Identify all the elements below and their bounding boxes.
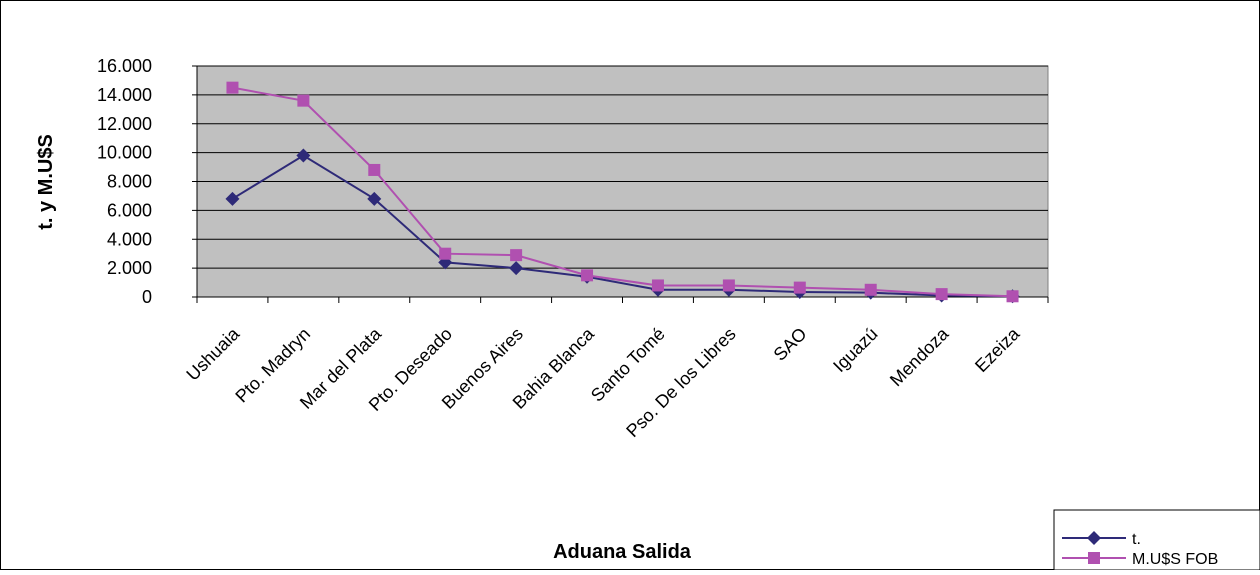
data-point-musfob xyxy=(581,269,594,282)
legend-item-t: t. xyxy=(1062,531,1141,548)
legend-marker-square xyxy=(1088,552,1100,564)
series-line-t xyxy=(231,154,1013,298)
x-axis-title: Aduana Salida xyxy=(553,541,692,563)
y-tick-label: 2.000 xyxy=(107,258,152,278)
legend-label-musfob: M.U$S FOB xyxy=(1132,551,1218,568)
series xyxy=(225,81,1020,304)
series-line-musfob xyxy=(232,86,1013,298)
legend-label-t: t. xyxy=(1132,531,1141,548)
y-tick-label: 10.000 xyxy=(97,143,152,163)
data-point-musfob xyxy=(297,94,310,107)
data-point-musfob xyxy=(1006,290,1019,303)
data-point-musfob xyxy=(793,281,806,294)
y-tick-label: 12.000 xyxy=(97,114,152,134)
data-point-musfob xyxy=(651,279,664,292)
data-point-musfob xyxy=(935,288,948,301)
y-tick-label: 8.000 xyxy=(107,172,152,192)
data-point-musfob xyxy=(722,279,735,292)
data-point-musfob xyxy=(864,283,877,296)
data-point-t xyxy=(296,148,311,163)
data-point-t xyxy=(509,261,524,276)
data-point-t xyxy=(367,191,382,206)
gridlines xyxy=(197,65,1048,269)
y-axis-title: t. y M.U$S xyxy=(35,134,57,230)
y-tick-label: 0 xyxy=(142,287,152,307)
data-point-musfob xyxy=(439,247,452,260)
data-point-t xyxy=(225,191,240,206)
y-tick-label: 6.000 xyxy=(107,200,152,220)
legend-marker-diamond xyxy=(1087,531,1101,545)
data-point-musfob xyxy=(368,163,381,176)
y-tick-label: 14.000 xyxy=(97,85,152,105)
y-tick-label: 4.000 xyxy=(107,229,152,249)
data-point-musfob xyxy=(226,81,239,94)
axis-labels: t. y M.U$S Aduana Salida xyxy=(35,134,692,563)
data-point-musfob xyxy=(510,249,523,262)
y-tick-label: 16.000 xyxy=(97,56,152,76)
legend: t. M.U$S FOB xyxy=(1053,509,1260,571)
legend-item-musfob: M.U$S FOB xyxy=(1062,551,1218,568)
